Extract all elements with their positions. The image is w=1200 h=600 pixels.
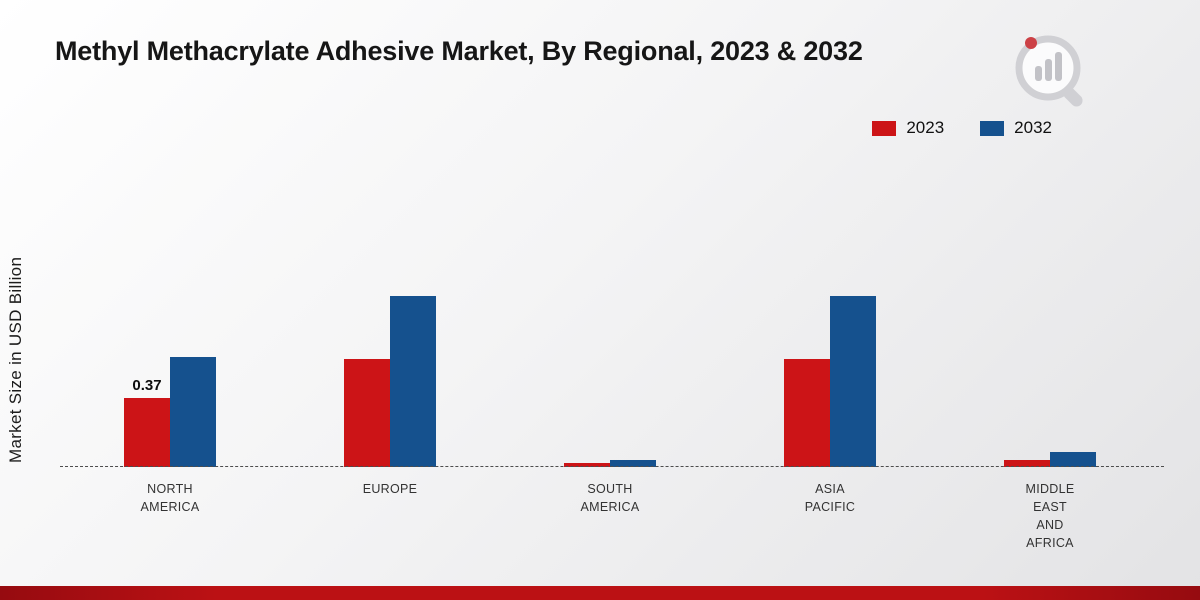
legend-item-2023: 2023 xyxy=(872,118,944,138)
bar-group: 0.37 NORTH AMERICA xyxy=(124,357,216,514)
chart-title: Methyl Methacrylate Adhesive Market, By … xyxy=(55,36,863,66)
bar-2023: 0.37 xyxy=(124,377,170,467)
bar-2032 xyxy=(610,460,656,467)
plot-area: 0.37 NORTH AMERICA EUROPE SOUTH AMERICA ASIA PA… xyxy=(60,177,1160,550)
bar-2032 xyxy=(1050,452,1096,467)
legend-swatch-icon xyxy=(980,120,1005,136)
legend-swatch-icon xyxy=(872,120,897,136)
bar-group: EUROPE xyxy=(344,296,436,496)
bar-2023 xyxy=(344,359,390,467)
bar-2032 xyxy=(830,296,876,467)
bar-group: ASIA PACIFIC xyxy=(784,296,876,514)
category-label: EUROPE xyxy=(362,482,418,496)
x-axis-baseline xyxy=(60,466,1164,467)
category-label: SOUTH AMERICA xyxy=(580,482,640,514)
bar-2032 xyxy=(170,357,216,467)
bar-2032 xyxy=(390,296,436,467)
category-label: ASIA PACIFIC xyxy=(804,482,856,514)
bar-2023 xyxy=(1004,460,1050,467)
y-axis-label: Market Size in USD Billion xyxy=(6,256,25,464)
data-label: 0.37 xyxy=(132,377,162,394)
bar-group: MIDDLE EAST AND AFRICA xyxy=(1004,452,1096,550)
category-label: NORTH AMERICA xyxy=(140,482,200,514)
legend-item-2032: 2032 xyxy=(980,118,1052,138)
legend: 2023 2032 xyxy=(872,118,1052,138)
category-label: MIDDLE EAST AND AFRICA xyxy=(1025,482,1075,550)
legend-label: 2023 xyxy=(906,118,945,137)
bar-group: SOUTH AMERICA xyxy=(564,460,656,514)
bar-2023 xyxy=(784,359,830,467)
market-research-logo-icon xyxy=(1015,35,1083,107)
footer-bar xyxy=(0,586,1200,600)
bar-2023 xyxy=(564,463,610,467)
legend-label: 2032 xyxy=(1014,118,1052,137)
